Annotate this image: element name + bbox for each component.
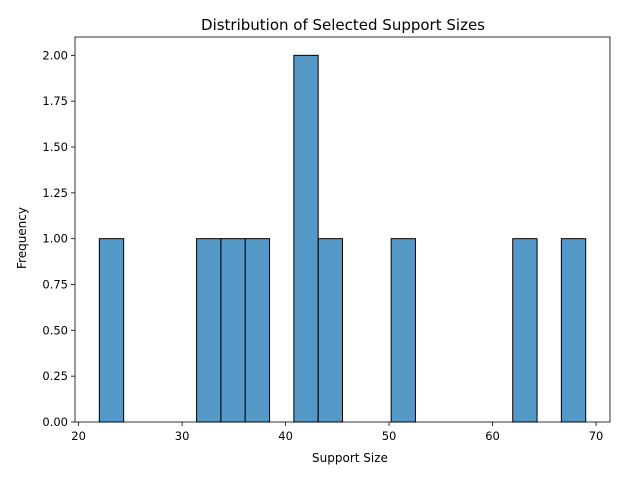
x-axis-ticks: 20 30 40 50 60 70: [71, 422, 603, 443]
histogram-bar: [220, 238, 246, 423]
y-tick-label: 1.75: [42, 94, 68, 108]
y-axis-ticks: 0.00 0.25 0.50 0.75 1.00 1.25 1.50 1.75 2.00: [42, 48, 75, 429]
y-tick-label: 0.25: [42, 369, 68, 383]
x-tick-label: 50: [382, 429, 397, 443]
y-tick-label: 2.00: [42, 48, 68, 62]
bars-group: [98, 54, 587, 423]
y-tick-label: 0.00: [42, 415, 68, 429]
x-tick-label: 60: [485, 429, 500, 443]
x-tick-label: 20: [71, 429, 86, 443]
y-tick-label: 1.25: [42, 186, 68, 200]
histogram-bar: [560, 238, 587, 423]
histogram-bar: [317, 238, 344, 423]
histogram-bar: [390, 238, 416, 423]
histogram-bar: [512, 238, 538, 423]
x-axis-label: Support Size: [312, 451, 388, 465]
plot-frame: [74, 36, 611, 423]
y-axis-label: Frequency: [15, 207, 29, 269]
y-tick-label: 1.00: [42, 232, 68, 246]
y-tick-label: 0.50: [42, 323, 68, 337]
chart-title: Distribution of Selected Support Sizes: [201, 16, 485, 34]
histogram-bar: [293, 54, 319, 423]
x-tick-label: 70: [589, 429, 604, 443]
x-tick-label: 30: [175, 429, 190, 443]
y-tick-label: 0.75: [42, 278, 68, 292]
histogram-bar: [98, 238, 125, 423]
histogram-bar: [196, 238, 222, 423]
histogram-bar: [244, 238, 271, 423]
y-tick-label: 1.50: [42, 140, 68, 154]
x-tick-label: 40: [278, 429, 293, 443]
